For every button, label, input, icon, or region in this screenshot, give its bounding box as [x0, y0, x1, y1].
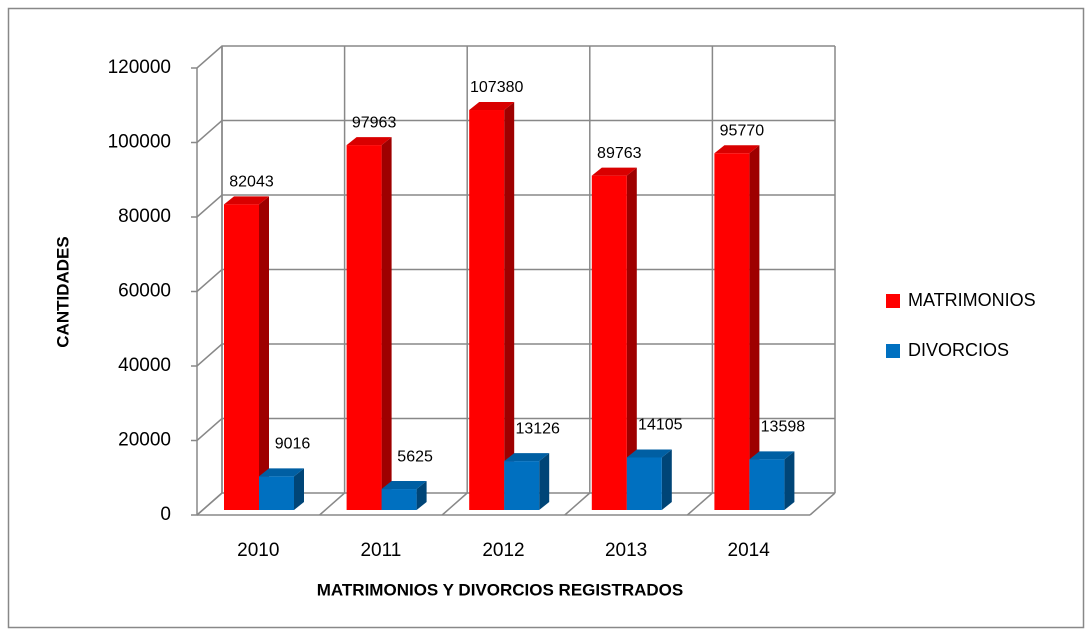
y-tick-label: 80000	[118, 206, 171, 227]
value-label: 13598	[761, 419, 806, 436]
y-tick-label: 0	[160, 504, 171, 525]
x-tick-label: 2010	[237, 540, 279, 561]
y-axis-title: CANTIDADES	[53, 236, 72, 347]
bar	[749, 451, 795, 510]
bar	[469, 102, 515, 511]
y-tick-label: 20000	[118, 430, 171, 451]
bar	[259, 468, 304, 510]
bar-front	[714, 153, 750, 510]
bar-top	[469, 102, 515, 111]
y-tick-label: 100000	[108, 132, 171, 153]
bar-side	[294, 468, 304, 510]
floor-line	[564, 492, 591, 516]
bar-side	[784, 451, 795, 510]
value-label: 95770	[720, 122, 765, 139]
grid-line	[191, 119, 835, 144]
bar-front	[346, 145, 382, 510]
bar-side	[504, 102, 515, 511]
bar-front	[224, 204, 259, 510]
value-label: 5625	[397, 448, 433, 465]
bar-front	[749, 459, 785, 510]
chart-frame	[7, 7, 1085, 629]
grid-line	[191, 194, 835, 218]
value-label: 13126	[515, 420, 560, 437]
bar-top	[714, 145, 760, 154]
x-tick-label: 2011	[360, 540, 401, 561]
bar	[346, 137, 392, 510]
bar-top	[224, 196, 269, 205]
bar-top	[346, 137, 392, 146]
value-label: 9016	[275, 436, 311, 453]
value-label: 107380	[470, 79, 523, 96]
grid-line	[191, 45, 835, 69]
bar-top	[626, 449, 672, 458]
value-label: 97963	[352, 114, 397, 131]
bar-front	[381, 489, 417, 510]
bar-side	[749, 145, 760, 510]
bar	[714, 145, 760, 510]
bar-top	[591, 167, 637, 176]
bar	[381, 481, 427, 510]
bar-side	[259, 196, 269, 510]
grid-line	[191, 343, 835, 367]
grid-line	[191, 417, 835, 442]
grid-line	[191, 268, 835, 293]
bar-top	[381, 481, 427, 490]
bar	[224, 196, 269, 510]
x-tick-label: 2013	[605, 540, 647, 561]
legend-label: MATRIMONIOS	[908, 290, 1036, 310]
value-label: 89763	[597, 145, 642, 162]
x-axis-title: MATRIMONIOS Y DIVORCIOS REGISTRADOS	[317, 580, 683, 599]
value-label: 14105	[638, 417, 683, 434]
bar-front	[504, 461, 540, 510]
floor-line	[686, 492, 713, 516]
bar-side	[626, 167, 637, 511]
bar-top	[749, 451, 795, 460]
y-tick-label: 40000	[118, 355, 171, 376]
bar-front	[591, 175, 627, 511]
value-label: 82043	[229, 174, 274, 191]
x-tick-label: 2012	[482, 540, 524, 561]
bar-side	[539, 453, 550, 510]
bar-front	[469, 110, 505, 511]
bar	[626, 449, 672, 510]
legend-swatch	[886, 344, 900, 358]
bar-top	[259, 468, 304, 477]
bar	[504, 453, 550, 510]
bar-side	[416, 481, 427, 510]
floor-line	[319, 492, 346, 516]
y-tick-label: 60000	[118, 281, 171, 302]
legend-swatch	[886, 294, 900, 308]
legend-label: DIVORCIOS	[908, 340, 1009, 360]
bar-top	[504, 453, 550, 462]
x-tick-label: 2014	[728, 540, 771, 561]
bar-side	[661, 449, 672, 510]
bar-front	[259, 476, 294, 510]
bar-front	[626, 457, 662, 510]
bar-side	[381, 137, 392, 510]
y-tick-label: 120000	[108, 57, 171, 78]
floor-line	[441, 492, 468, 516]
bar	[591, 167, 637, 511]
floor-line	[809, 492, 836, 516]
